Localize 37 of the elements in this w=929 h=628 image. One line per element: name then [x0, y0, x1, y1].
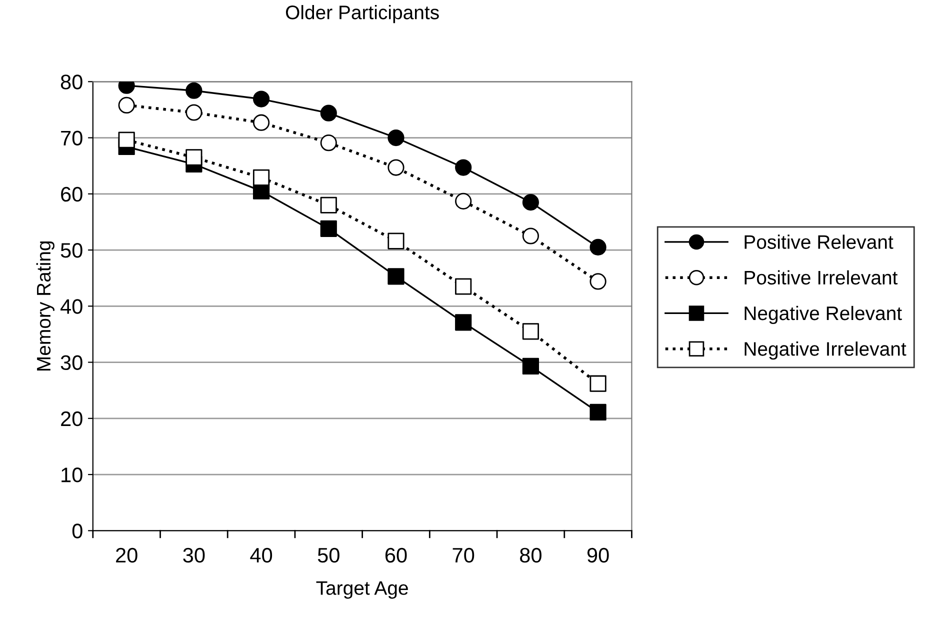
x-tick-label: 40: [250, 548, 272, 563]
x-tick-label: 80: [520, 548, 542, 563]
legend-label: Positive Relevant: [744, 234, 894, 249]
y-tick-label: 10: [62, 468, 82, 482]
point: [455, 314, 472, 331]
y-tick-label: 70: [61, 130, 82, 146]
x-tick-label: 90: [587, 548, 609, 563]
y-tick-label: 0: [72, 524, 82, 538]
y-tick-label: 30: [60, 355, 82, 370]
point: [522, 323, 539, 340]
x-tick-label: 60: [385, 548, 407, 563]
point: [320, 220, 337, 237]
chart-title: Older Participants: [286, 5, 439, 24]
legend-label: Negative Irrelevant: [744, 342, 906, 360]
point: [590, 404, 606, 421]
x-tick-label: 20: [116, 548, 138, 563]
y-tick-label: 60: [61, 186, 82, 202]
point: [455, 278, 472, 295]
point: [118, 132, 135, 148]
legend-label: Negative Relevant: [744, 306, 902, 324]
point: [388, 268, 404, 285]
x-tick-label: 50: [318, 548, 340, 563]
x-axis-title: Target Age: [316, 581, 408, 599]
point: [590, 375, 606, 392]
y-tick-label: 20: [61, 411, 82, 426]
point: [252, 169, 270, 186]
point: [388, 232, 404, 250]
y-tick-label: 80: [60, 74, 82, 90]
y-tick-label: 40: [60, 299, 82, 314]
legend-label: Positive Irrelevant: [744, 270, 898, 285]
point: [522, 358, 539, 375]
y-axis-title: Memory Rating: [36, 241, 54, 370]
x-tick-label: 70: [452, 548, 474, 563]
point: [320, 196, 337, 214]
x-tick-label: 30: [183, 548, 205, 563]
point: [186, 149, 202, 166]
y-tick-label: 50: [60, 243, 82, 258]
